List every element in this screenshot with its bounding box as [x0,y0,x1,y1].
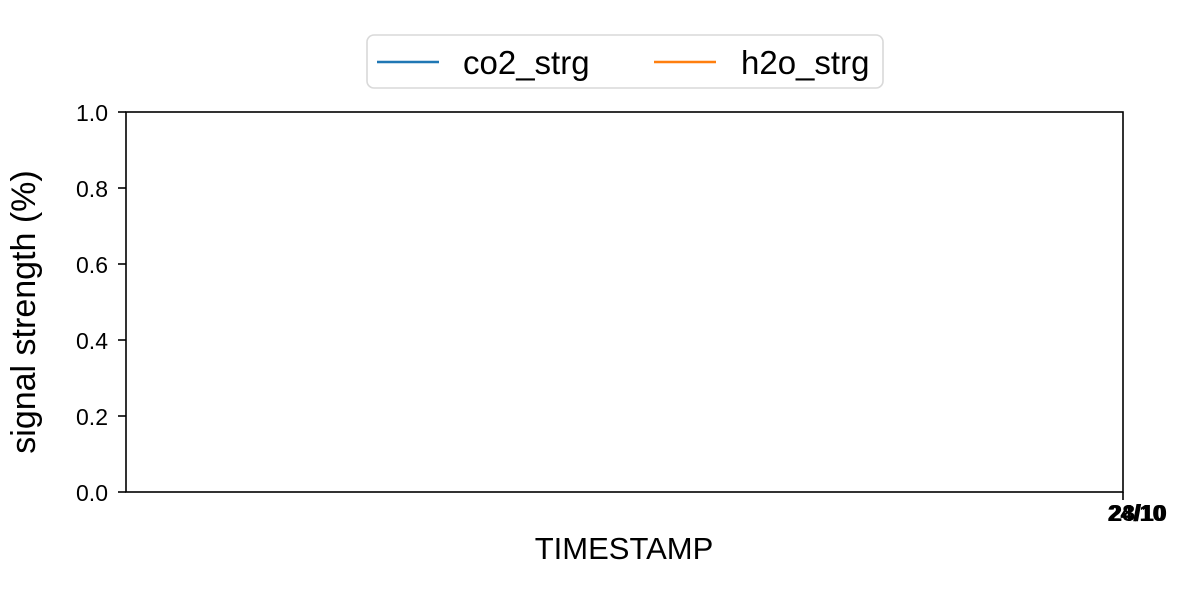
svg-text:0.6: 0.6 [76,252,108,278]
svg-text:TIMESTAMP: TIMESTAMP [535,531,714,566]
svg-text:0.4: 0.4 [76,328,108,354]
svg-text:signal strength (%): signal strength (%) [5,170,43,453]
svg-text:h2o_strg: h2o_strg [741,44,869,81]
svg-text:0.2: 0.2 [76,404,108,430]
svg-text:0.8: 0.8 [76,176,108,202]
svg-text:24/10: 24/10 [1107,500,1165,526]
svg-text:co2_strg: co2_strg [463,44,590,81]
svg-text:1.0: 1.0 [76,100,108,126]
svg-text:0.0: 0.0 [76,480,108,506]
